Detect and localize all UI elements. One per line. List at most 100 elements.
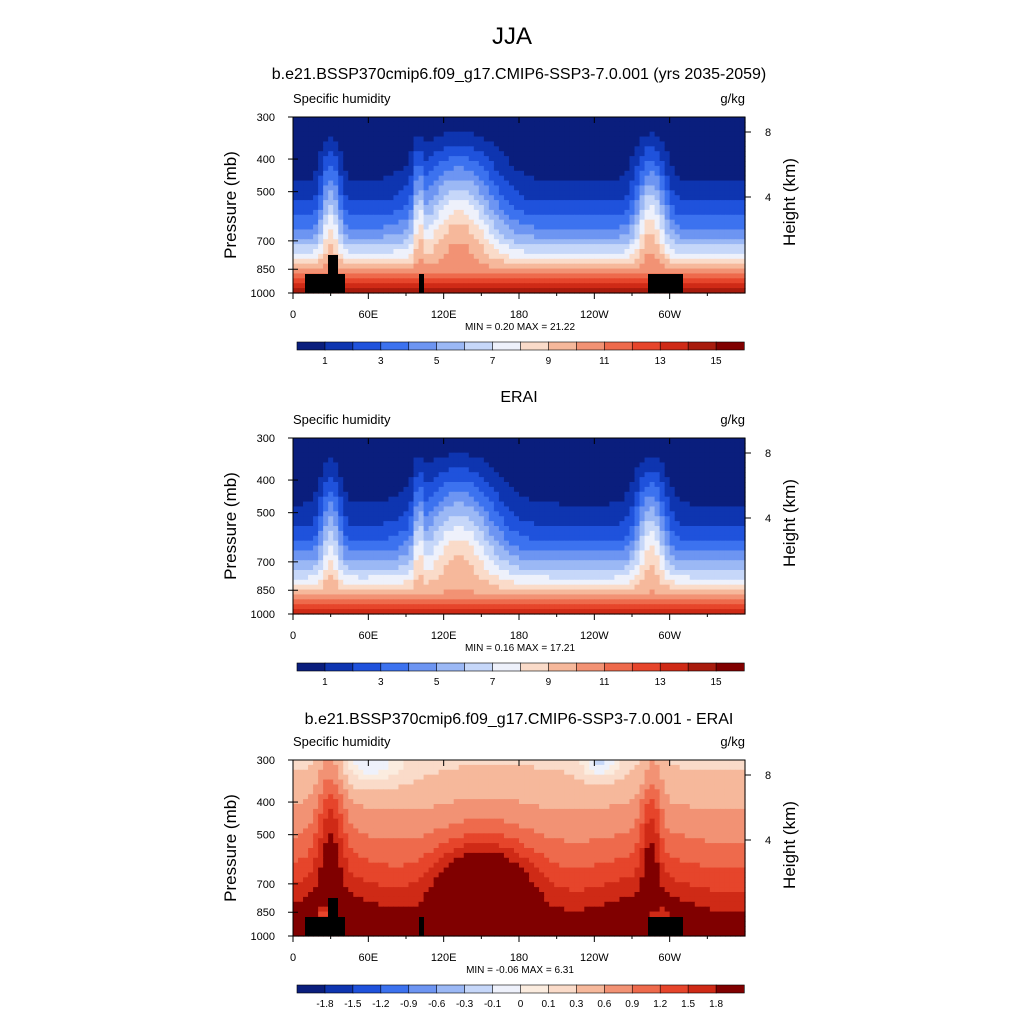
field-cell <box>724 447 731 454</box>
field-cell <box>458 491 465 498</box>
field-cell <box>423 214 430 221</box>
field-cell <box>739 467 746 473</box>
field-cell <box>579 263 585 270</box>
field-cell <box>664 511 671 517</box>
field-cell <box>664 165 671 172</box>
field-cell <box>343 244 349 250</box>
field-cell <box>589 195 595 201</box>
field-cell <box>689 472 696 478</box>
field-cell <box>594 190 600 196</box>
field-cell <box>664 447 671 454</box>
field-cell <box>634 516 641 522</box>
field-cell <box>383 126 390 133</box>
field-cell <box>554 117 560 123</box>
field-cell <box>303 161 309 167</box>
field-cell <box>664 161 671 167</box>
field-cell <box>413 121 420 128</box>
field-cell <box>303 239 309 245</box>
field-cell <box>709 229 716 235</box>
field-cell <box>418 244 425 250</box>
field-cell <box>388 288 395 294</box>
field-cell <box>659 175 666 182</box>
field-cell <box>423 438 430 444</box>
field-cell <box>734 273 741 279</box>
field-cell <box>478 516 485 522</box>
field-cell <box>589 205 595 211</box>
field-cell <box>293 482 299 488</box>
field-cell <box>549 219 555 226</box>
field-cell <box>498 195 505 201</box>
field-cell <box>529 283 535 289</box>
field-cell <box>684 244 691 250</box>
colorbar-swatch <box>687 341 717 351</box>
field-cell <box>293 244 299 250</box>
field-cell <box>433 136 440 143</box>
field-cell <box>649 136 656 143</box>
field-cell <box>604 146 610 152</box>
field-cell <box>699 477 706 483</box>
field-cell <box>724 491 731 498</box>
field-cell <box>734 278 741 284</box>
field-cell <box>513 283 520 289</box>
field-cell <box>398 447 405 454</box>
field-cell <box>403 496 410 503</box>
field-cell <box>423 136 430 143</box>
field-cell <box>358 165 364 172</box>
field-cell <box>463 117 470 123</box>
field-cell <box>478 175 485 182</box>
field-cell <box>654 165 661 172</box>
field-cell <box>408 185 415 191</box>
field-cell <box>679 190 686 196</box>
field-cell <box>438 205 445 211</box>
field-cell <box>348 239 354 245</box>
field-cell <box>318 165 324 172</box>
field-cell <box>659 496 666 503</box>
field-cell <box>604 214 610 221</box>
field-cell <box>559 253 565 260</box>
field-cell <box>348 224 354 231</box>
field-cell <box>614 214 621 221</box>
field-cell <box>689 249 696 255</box>
field-cell <box>358 521 364 527</box>
field-cell <box>624 234 631 240</box>
field-cell <box>544 209 550 216</box>
field-cell <box>624 136 631 143</box>
field-cell <box>348 229 354 235</box>
field-cell <box>513 229 520 235</box>
field-cell <box>338 472 344 478</box>
field-cell <box>654 467 661 473</box>
field-cell <box>539 244 545 250</box>
field-cell <box>383 288 390 294</box>
field-cell <box>584 288 590 294</box>
field-cell <box>679 249 686 255</box>
field-cell <box>599 200 605 206</box>
field-cell <box>448 477 455 483</box>
field-cell <box>488 268 495 275</box>
field-cell <box>318 219 324 226</box>
field-cell <box>398 288 405 294</box>
field-cell <box>664 462 671 468</box>
field-cell <box>559 511 565 517</box>
field-cell <box>569 253 575 260</box>
field-cell <box>348 288 354 294</box>
field-cell <box>473 234 480 240</box>
field-cell <box>709 195 716 201</box>
field-cell <box>353 195 359 201</box>
field-cell <box>654 151 661 157</box>
field-cell <box>614 195 621 201</box>
field-cell <box>574 452 580 459</box>
field-cell <box>634 438 641 444</box>
field-cell <box>368 496 374 503</box>
field-cell <box>368 175 374 182</box>
field-cell <box>644 205 651 211</box>
field-cell <box>544 506 550 512</box>
field-cell <box>363 521 369 527</box>
field-cell <box>368 486 374 493</box>
field-cell <box>353 219 359 226</box>
field-cell <box>674 442 681 449</box>
field-cell <box>463 136 470 143</box>
field-cell <box>569 185 575 191</box>
field-cell <box>348 467 354 473</box>
field-cell <box>704 170 711 177</box>
field-cell <box>534 146 540 152</box>
